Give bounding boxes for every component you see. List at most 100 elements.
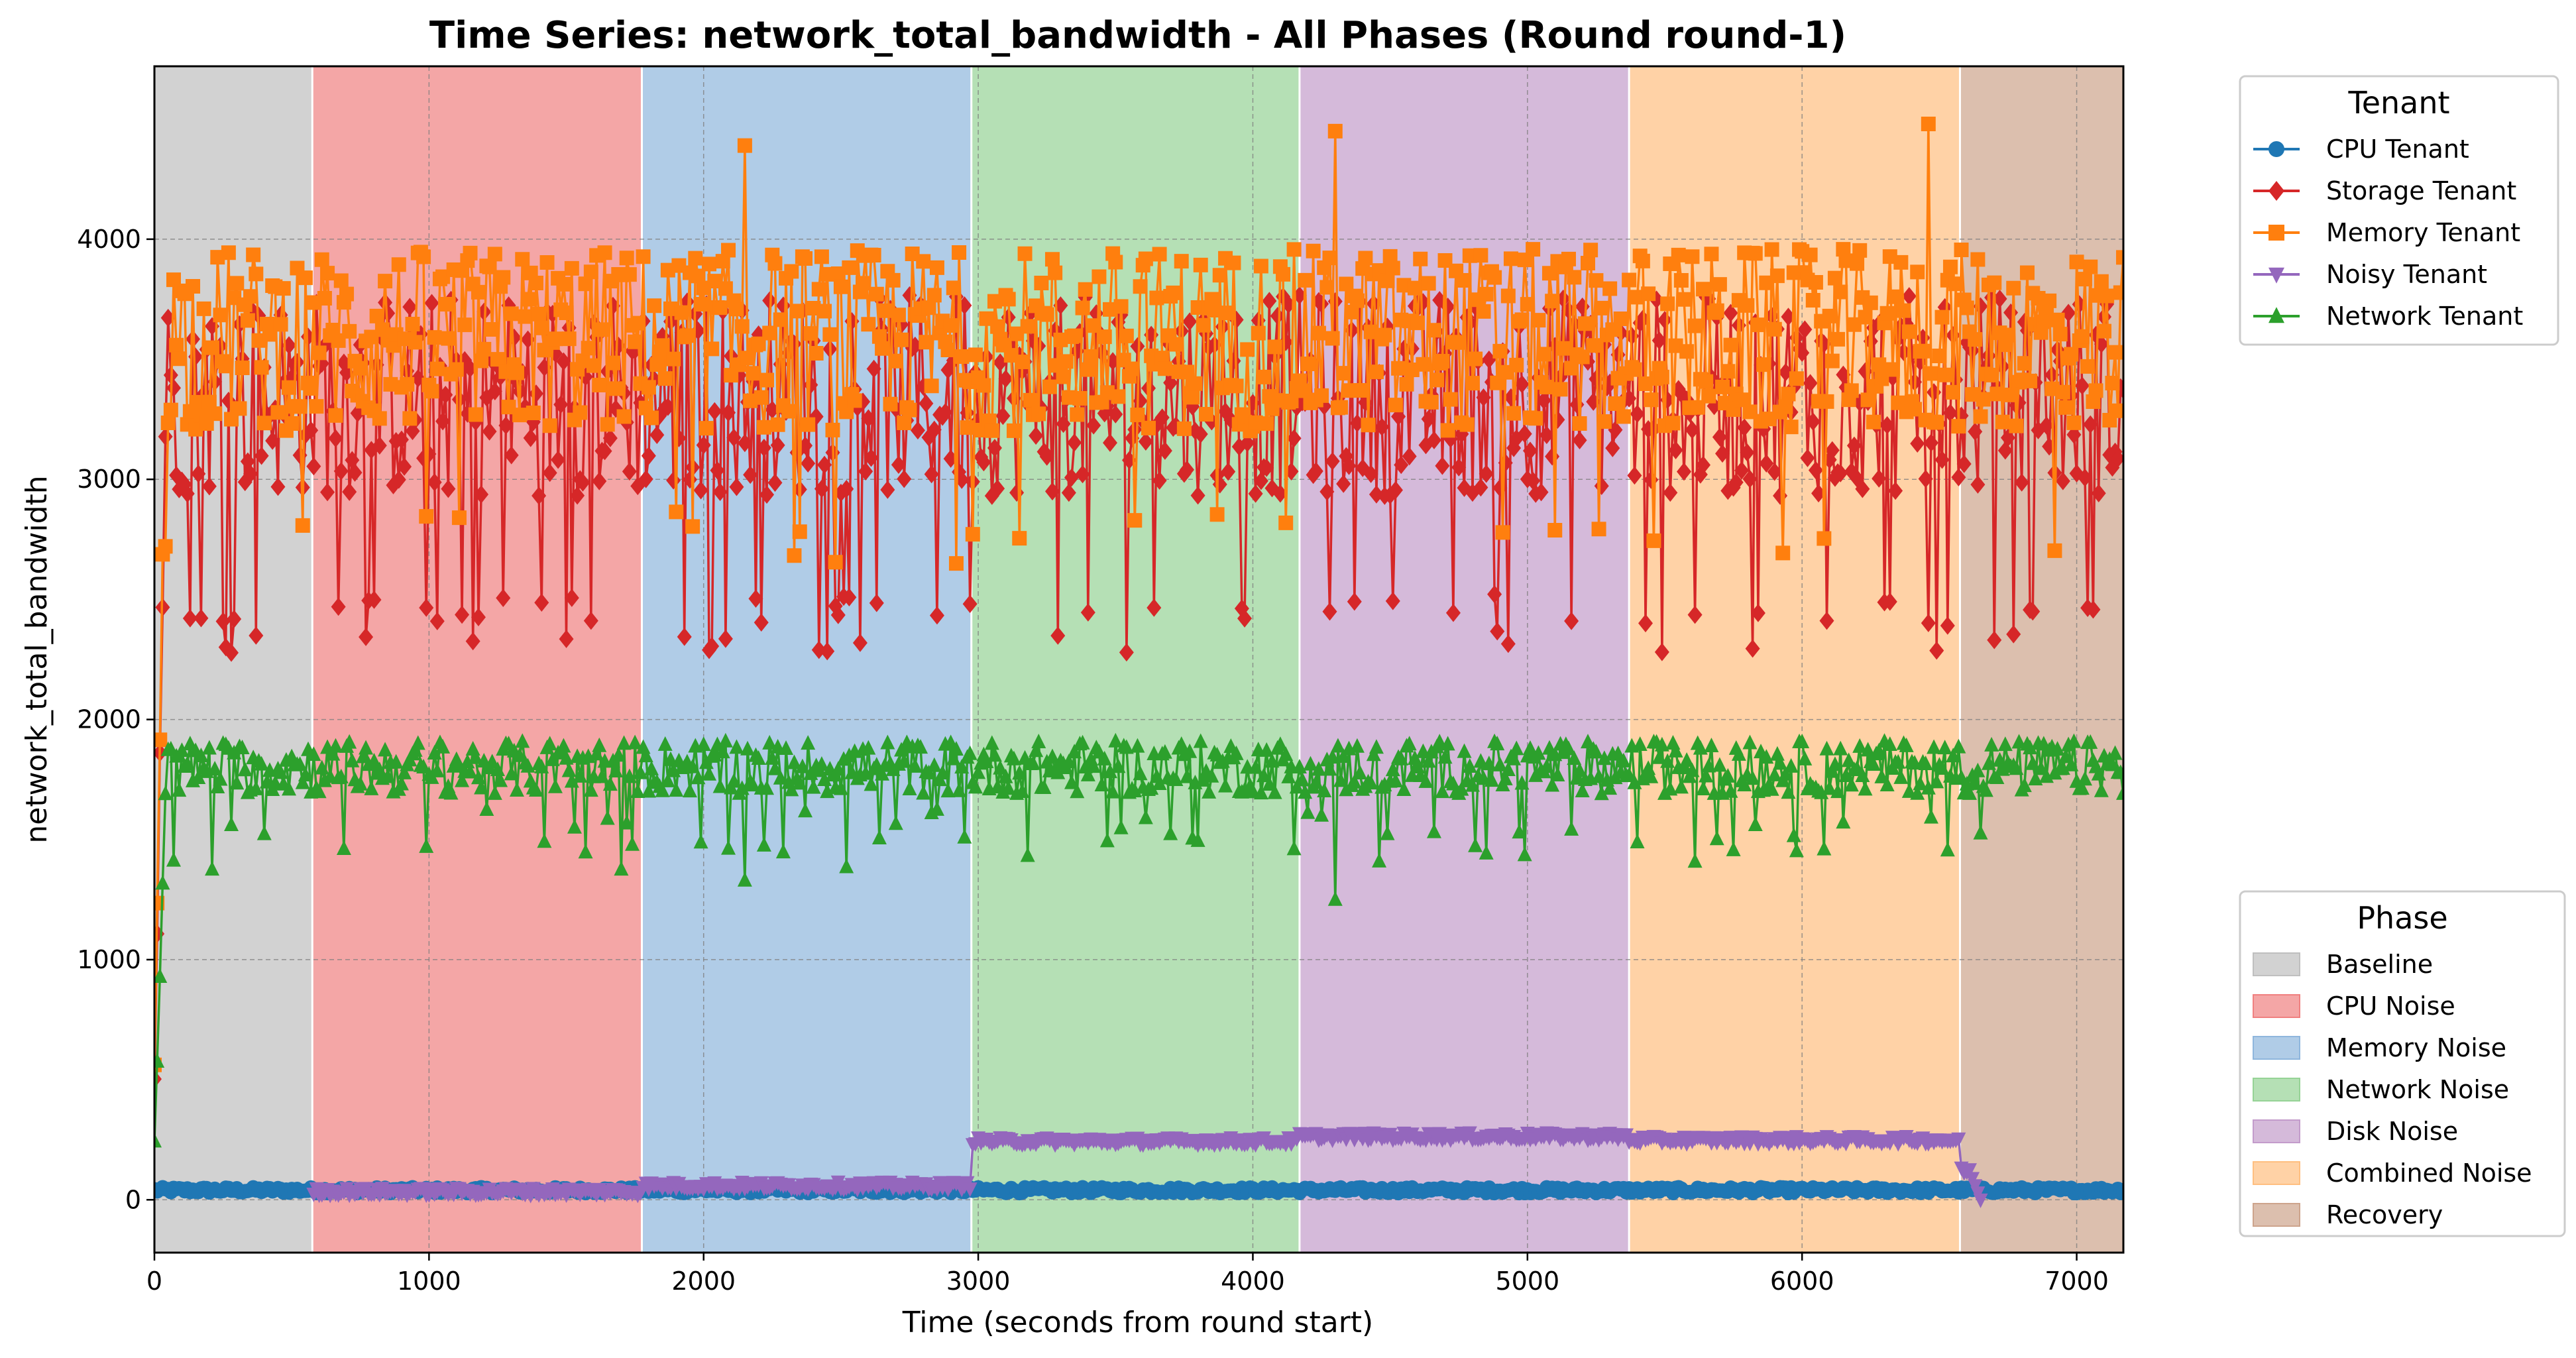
data-point xyxy=(1742,404,1758,420)
data-point xyxy=(1440,423,1455,438)
data-point xyxy=(691,268,706,284)
data-point xyxy=(1712,277,1727,292)
data-point xyxy=(1097,329,1112,345)
data-point xyxy=(1608,420,1623,439)
data-point xyxy=(787,548,802,563)
data-point xyxy=(254,360,269,375)
data-point xyxy=(1152,471,1167,490)
data-point xyxy=(1852,243,1868,258)
data-point xyxy=(1072,391,1088,406)
data-point xyxy=(528,781,543,797)
data-point xyxy=(1418,773,1433,788)
data-point xyxy=(1147,598,1162,617)
data-point xyxy=(938,403,953,422)
data-point xyxy=(1572,762,1587,777)
y-tick-label: 2000 xyxy=(77,705,141,734)
data-point xyxy=(921,300,936,315)
data-point xyxy=(1677,292,1692,307)
data-point xyxy=(847,393,862,408)
data-point xyxy=(1715,444,1730,463)
data-point xyxy=(1879,306,1895,321)
data-point xyxy=(663,301,679,316)
data-point xyxy=(1067,744,1082,759)
x-tick-label: 3000 xyxy=(946,1267,1011,1296)
data-point xyxy=(528,276,543,291)
data-point xyxy=(559,750,574,765)
data-point xyxy=(1805,293,1820,308)
data-point xyxy=(1445,603,1461,622)
data-point xyxy=(282,781,297,796)
data-point xyxy=(402,298,418,316)
data-point xyxy=(1399,376,1414,392)
data-point xyxy=(419,838,434,853)
data-point xyxy=(1125,361,1140,376)
data-point xyxy=(270,405,286,420)
data-point xyxy=(1789,842,1804,858)
data-point xyxy=(1259,459,1274,477)
data-point xyxy=(779,740,794,755)
data-point xyxy=(1174,736,1189,751)
data-point xyxy=(372,411,387,426)
data-point xyxy=(1336,748,1351,764)
data-point xyxy=(1959,300,1974,315)
data-point xyxy=(1951,1132,1966,1147)
data-point xyxy=(1630,833,1645,848)
data-point xyxy=(856,276,871,291)
data-point xyxy=(1193,733,1208,748)
data-point xyxy=(1341,383,1357,398)
data-point xyxy=(2074,780,2090,795)
data-point xyxy=(1970,252,1986,267)
data-point xyxy=(608,381,624,396)
data-point xyxy=(496,270,511,285)
data-point xyxy=(756,836,771,852)
legend-label: Recovery xyxy=(2326,1200,2443,1229)
legend-item-noisy-tenant: Noisy Tenant xyxy=(2253,260,2487,289)
data-point xyxy=(1319,482,1335,501)
legend-label: Network Noise xyxy=(2326,1075,2509,1104)
data-point xyxy=(1956,455,1972,473)
data-point xyxy=(1989,769,2005,784)
legend-item-recovery: Recovery xyxy=(2253,1200,2443,1229)
data-point xyxy=(1885,362,1900,377)
data-point xyxy=(817,304,832,319)
data-point xyxy=(1388,772,1403,787)
data-point xyxy=(419,598,434,617)
data-point xyxy=(946,750,961,765)
data-point xyxy=(1152,775,1167,790)
data-point xyxy=(1778,363,1793,382)
data-point xyxy=(1536,391,1551,410)
data-point xyxy=(715,744,730,759)
data-point xyxy=(1330,738,1345,753)
data-point xyxy=(1426,431,1441,449)
data-point xyxy=(1070,407,1085,422)
data-point xyxy=(347,463,363,482)
data-point xyxy=(1973,1193,1988,1208)
data-point xyxy=(1281,768,1296,783)
data-point xyxy=(304,421,319,439)
data-point xyxy=(712,300,728,315)
data-point xyxy=(1594,300,1609,315)
data-point xyxy=(292,756,308,771)
legend-swatch xyxy=(2253,1161,2300,1185)
data-point xyxy=(1382,249,1398,264)
data-point xyxy=(871,829,887,844)
data-point xyxy=(1180,461,1195,479)
data-point xyxy=(1879,776,1895,791)
data-point xyxy=(1267,784,1282,799)
data-point xyxy=(180,756,195,771)
data-point xyxy=(729,739,744,754)
legend-item-disk-noise: Disk Noise xyxy=(2253,1117,2458,1146)
data-point xyxy=(1720,364,1736,379)
data-point xyxy=(1951,738,1966,754)
data-point xyxy=(1921,614,1936,632)
data-point xyxy=(1322,251,1337,266)
data-point xyxy=(1443,392,1458,407)
data-point xyxy=(792,524,807,539)
data-point xyxy=(751,750,766,765)
data-point xyxy=(2110,449,2123,468)
data-point xyxy=(1278,746,1294,762)
data-point xyxy=(306,746,321,762)
phase-band-4 xyxy=(1299,66,1630,1253)
data-point xyxy=(1872,742,1887,758)
data-point xyxy=(929,260,944,275)
